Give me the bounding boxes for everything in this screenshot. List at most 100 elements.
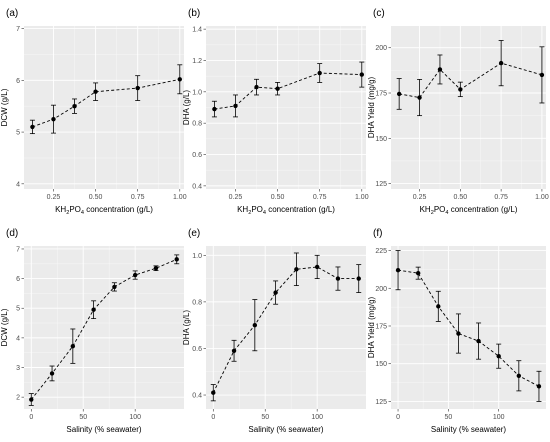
x-axis-title: Salinity (% seawater) bbox=[66, 425, 141, 434]
data-point bbox=[395, 267, 401, 273]
data-point bbox=[436, 304, 441, 309]
y-tick-label: 200 bbox=[375, 286, 387, 293]
y-tick-label: 125 bbox=[375, 181, 387, 188]
x-tick-label: 100 bbox=[493, 414, 505, 421]
y-tick-label: 125 bbox=[375, 399, 387, 406]
y-tick-label: 1.0 bbox=[192, 89, 202, 96]
y-tick-label: 5 bbox=[16, 306, 20, 313]
data-point bbox=[317, 70, 322, 76]
x-axis-title: Salinity (% seawater) bbox=[248, 425, 323, 434]
x-tick-label: 50 bbox=[79, 414, 87, 421]
data-point bbox=[72, 104, 77, 109]
data-point bbox=[135, 85, 140, 91]
data-point bbox=[496, 353, 501, 359]
data-point bbox=[49, 371, 55, 376]
y-tick-label: 150 bbox=[375, 361, 387, 368]
chart-panel-2: 0.25 0.50 0.75 1.00 0.4 0.6 0.8 1.0 1.2 1.4 (b) KH2… bbox=[182, 8, 369, 216]
data-point bbox=[211, 390, 216, 395]
x-tick-label: 100 bbox=[311, 414, 323, 421]
data-point bbox=[273, 290, 278, 295]
panel-label: (c) bbox=[373, 8, 385, 19]
data-point bbox=[356, 276, 361, 281]
data-point bbox=[456, 331, 461, 336]
data-point bbox=[93, 89, 98, 94]
y-tick-label: 1.2 bbox=[192, 58, 202, 65]
x-axis-title: KH2PO4 concentration (g/L) bbox=[55, 205, 153, 216]
x-tick-label: 0 bbox=[211, 414, 215, 421]
data-point bbox=[153, 266, 159, 271]
y-tick-label: 175 bbox=[375, 323, 387, 330]
data-point bbox=[112, 284, 117, 290]
data-point bbox=[458, 87, 463, 92]
data-point bbox=[275, 86, 280, 91]
plot-background bbox=[206, 246, 366, 409]
y-tick-label: 4 bbox=[16, 335, 20, 342]
data-point bbox=[396, 91, 402, 97]
y-tick-label: 0.8 bbox=[192, 121, 202, 128]
x-tick-label: 0.50 bbox=[271, 194, 285, 201]
y-tick-label: 225 bbox=[375, 248, 387, 255]
data-point bbox=[231, 348, 237, 353]
data-point bbox=[417, 95, 422, 100]
data-point bbox=[498, 60, 504, 66]
x-axis-title: KH2PO4 concentration (g/L) bbox=[420, 205, 518, 216]
x-tick-label: 0.75 bbox=[313, 194, 327, 201]
data-point bbox=[132, 272, 138, 278]
x-tick-label: 100 bbox=[129, 414, 141, 421]
x-tick-label: 0.25 bbox=[229, 194, 243, 201]
data-point bbox=[91, 307, 96, 312]
series-line bbox=[32, 78, 180, 128]
y-tick-label: 2 bbox=[16, 395, 20, 402]
data-point bbox=[252, 322, 258, 328]
panel-label: (a) bbox=[6, 8, 18, 19]
plot-background bbox=[391, 26, 546, 189]
data-point bbox=[539, 72, 545, 78]
data-point bbox=[476, 338, 481, 344]
y-axis-title: DCW (g/L) bbox=[0, 88, 9, 126]
data-point bbox=[536, 384, 542, 389]
data-point bbox=[174, 257, 179, 262]
data-point bbox=[70, 343, 76, 349]
y-axis-title: DHA Yield (mg/g) bbox=[367, 76, 376, 138]
data-point bbox=[177, 77, 182, 82]
x-tick-label: 0 bbox=[396, 414, 400, 421]
y-tick-label: 7 bbox=[16, 26, 20, 33]
y-tick-label: 0.4 bbox=[192, 393, 202, 400]
data-point bbox=[254, 84, 259, 90]
series-line bbox=[214, 72, 362, 110]
data-point bbox=[516, 373, 522, 378]
panel-label: (e) bbox=[188, 228, 200, 239]
y-tick-label: 0.6 bbox=[192, 346, 202, 353]
y-axis-title: DHA (g/L) bbox=[182, 90, 191, 125]
y-tick-label: 150 bbox=[375, 136, 387, 143]
y-tick-label: 200 bbox=[375, 45, 387, 52]
x-tick-label: 0.25 bbox=[47, 194, 61, 201]
data-point bbox=[233, 103, 238, 109]
plot-background bbox=[24, 246, 184, 409]
y-tick-label: 1.0 bbox=[192, 253, 202, 260]
y-tick-label: 0.6 bbox=[192, 152, 202, 159]
x-tick-label: 50 bbox=[261, 414, 269, 421]
y-tick-label: 175 bbox=[375, 91, 387, 98]
y-axis-title: DHA Yield (mg/g) bbox=[367, 296, 376, 358]
series-line bbox=[30, 258, 177, 400]
x-tick-label: 0.50 bbox=[454, 194, 468, 201]
y-tick-label: 7 bbox=[16, 246, 20, 253]
y-axis-title: DHA (g/L) bbox=[182, 310, 191, 345]
x-tick-label: 1.00 bbox=[173, 194, 187, 201]
chart-panel-3: 0.25 0.50 0.75 1.00 125 150 175 200 (c) KH2PO4 co… bbox=[367, 8, 549, 216]
panel-label: (b) bbox=[188, 8, 200, 19]
x-tick-label: 50 bbox=[444, 414, 452, 421]
x-axis-title: Salinity (% seawater) bbox=[431, 425, 506, 434]
y-tick-label: 1.4 bbox=[192, 27, 202, 34]
data-point bbox=[212, 106, 217, 112]
y-tick-label: 0.4 bbox=[192, 183, 202, 190]
data-point bbox=[415, 270, 421, 276]
data-point bbox=[437, 67, 443, 72]
y-tick-label: 6 bbox=[16, 276, 20, 283]
data-point bbox=[314, 264, 320, 270]
plot-background bbox=[391, 246, 546, 409]
y-tick-label: 0.8 bbox=[192, 299, 202, 306]
x-tick-label: 1.00 bbox=[535, 194, 549, 201]
data-point bbox=[359, 72, 364, 77]
